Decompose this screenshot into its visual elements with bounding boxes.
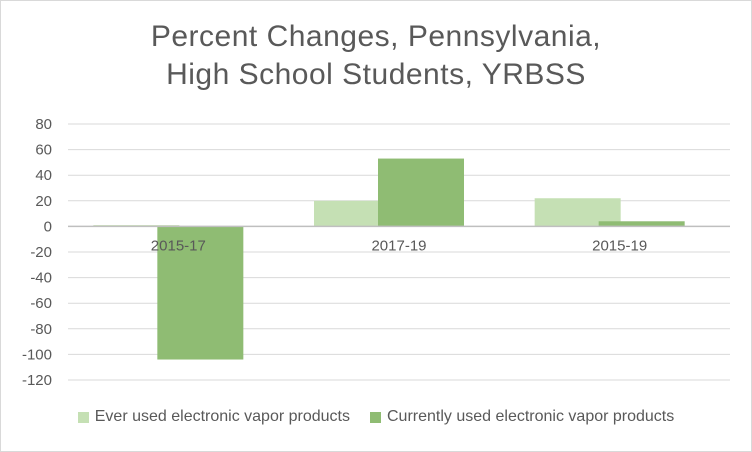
bar-currently-used bbox=[157, 226, 244, 360]
y-tick-label: 60 bbox=[35, 142, 52, 159]
y-tick-label: -80 bbox=[30, 321, 52, 338]
x-category-label: 2015-19 bbox=[592, 237, 647, 254]
legend-item-ever-used: Ever used electronic vapor products bbox=[77, 408, 350, 426]
legend-swatch-currently-used bbox=[370, 411, 381, 423]
y-tick-label: 0 bbox=[44, 218, 52, 235]
chart-title-line-1: Percent Changes, Pennsylvania, bbox=[150, 20, 602, 53]
chart-legend: Ever used electronic vapor products Curr… bbox=[0, 408, 752, 426]
bar-currently-used bbox=[378, 158, 464, 227]
legend-item-currently-used: Currently used electronic vapor products bbox=[370, 408, 674, 426]
bar-currently-used bbox=[598, 221, 685, 227]
chart-title-line-2: High School Students, YRBSS bbox=[166, 58, 586, 91]
y-tick-label: -40 bbox=[30, 270, 52, 287]
legend-label-ever-used: Ever used electronic vapor products bbox=[94, 408, 350, 425]
y-tick-label: 20 bbox=[35, 193, 52, 210]
y-tick-label: -20 bbox=[30, 244, 52, 261]
x-category-label: 2015-17 bbox=[151, 237, 206, 254]
y-tick-label: 40 bbox=[35, 167, 52, 184]
y-tick-label: -120 bbox=[22, 372, 52, 389]
x-category-label: 2017-19 bbox=[371, 237, 426, 254]
y-tick-label: -100 bbox=[22, 346, 52, 363]
y-tick-label: -60 bbox=[30, 295, 52, 312]
chart-title: Percent Changes, Pennsylvania, High Scho… bbox=[0, 18, 752, 94]
legend-swatch-ever-used bbox=[77, 411, 89, 423]
legend-label-currently-used: Currently used electronic vapor products bbox=[387, 408, 675, 425]
y-tick-label: 80 bbox=[35, 116, 52, 133]
